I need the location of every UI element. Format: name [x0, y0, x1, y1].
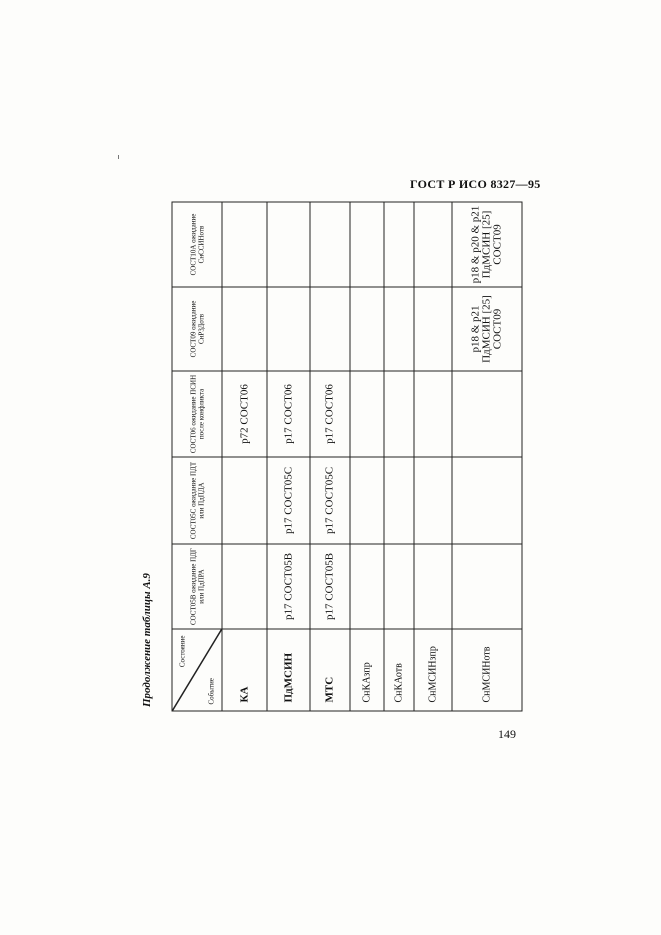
- state-event-table: Состояние Событие СОСТ05В ожидание ПДГ и…: [172, 202, 523, 712]
- table-a9-rotated: Состояние Событие СОСТ05В ожидание ПДГ и…: [172, 202, 523, 712]
- table-caption: Продолжение таблицы А.9: [141, 573, 153, 707]
- transition-cell: [222, 202, 267, 287]
- transition-cell: [452, 371, 522, 457]
- column-header: СОСТ09 ожидание СнРЗДотв: [172, 287, 222, 371]
- corner-state-label: Состояние: [178, 635, 187, 668]
- corner-cell: Состояние Событие: [172, 629, 222, 711]
- event-label: СнКАотв: [384, 629, 414, 711]
- event-label: КА: [222, 629, 267, 711]
- transition-cell: [384, 371, 414, 457]
- transition-cell: [414, 202, 452, 287]
- transition-cell: [414, 287, 452, 371]
- event-label: МТС: [310, 629, 350, 711]
- transition-cell: p17 СОСТ06: [310, 371, 350, 457]
- transition-cell: [452, 544, 522, 629]
- transition-cell: [310, 202, 350, 287]
- transition-cell: [414, 544, 452, 629]
- table-row: ПдМСИН p17 СОСТ05В p17 СОСТ05С p17 СОСТ06: [267, 202, 310, 711]
- event-label: ПдМСИН: [267, 629, 310, 711]
- table-row: СнКАзпр: [350, 202, 384, 711]
- standard-header: ГОСТ Р ИСО 8327—95: [410, 177, 541, 191]
- table-row: МТС p17 СОСТ05В p17 СОСТ05С p17 СОСТ06: [310, 202, 350, 711]
- table-row: СнКАотв: [384, 202, 414, 711]
- page-number: 149: [498, 727, 516, 741]
- transition-cell: [384, 457, 414, 544]
- transition-cell: p17 СОСТ05В: [310, 544, 350, 629]
- transition-cell: [350, 202, 384, 287]
- diagonal-line: [173, 630, 222, 711]
- transition-cell: p17 СОСТ05С: [267, 457, 310, 544]
- corner-event-label: Событие: [207, 678, 216, 705]
- transition-cell: [414, 371, 452, 457]
- table-row: КА p72 СОСТ06: [222, 202, 267, 711]
- column-header: СОСТ06 ожидание ПСИН после конфликта: [172, 371, 222, 457]
- transition-cell: p17 СОСТ05С: [310, 457, 350, 544]
- transition-cell: [350, 287, 384, 371]
- scan-speck: [118, 155, 119, 159]
- transition-cell: [350, 544, 384, 629]
- transition-cell: [310, 287, 350, 371]
- column-header: СОСТ10А ожидание СнССИНотв: [172, 202, 222, 287]
- transition-cell: [384, 544, 414, 629]
- transition-cell: [350, 371, 384, 457]
- table-row: СнМСИНотв p18 & p21 ПдМСИН [25] СОСТ09 p18…: [452, 202, 522, 711]
- transition-cell: [267, 287, 310, 371]
- event-label: СнМСИНзпр: [414, 629, 452, 711]
- transition-cell: p17 СОСТ06: [267, 371, 310, 457]
- transition-cell: [222, 287, 267, 371]
- event-label: СнКАзпр: [350, 629, 384, 711]
- column-header: СОСТ05В ожидание ПДГ или ПдПРА: [172, 544, 222, 629]
- transition-cell: [414, 457, 452, 544]
- transition-cell: [222, 544, 267, 629]
- transition-cell: p17 СОСТ05В: [267, 544, 310, 629]
- transition-cell: [452, 457, 522, 544]
- event-label: СнМСИНотв: [452, 629, 522, 711]
- transition-cell: [384, 202, 414, 287]
- transition-cell: p18 & p21 ПдМСИН [25] СОСТ09: [452, 287, 522, 371]
- transition-cell: [350, 457, 384, 544]
- transition-cell: [384, 287, 414, 371]
- table-row: СнМСИНзпр: [414, 202, 452, 711]
- column-header: СОСТ05С ожидание ПДТ или ПдПДА: [172, 457, 222, 544]
- transition-cell: [267, 202, 310, 287]
- transition-cell: p72 СОСТ06: [222, 371, 267, 457]
- transition-cell: p18 & p20 & p21 ПдМСИН [25] СОСТ09: [452, 202, 522, 287]
- header-row: Состояние Событие СОСТ05В ожидание ПДГ и…: [172, 202, 222, 711]
- transition-cell: [222, 457, 267, 544]
